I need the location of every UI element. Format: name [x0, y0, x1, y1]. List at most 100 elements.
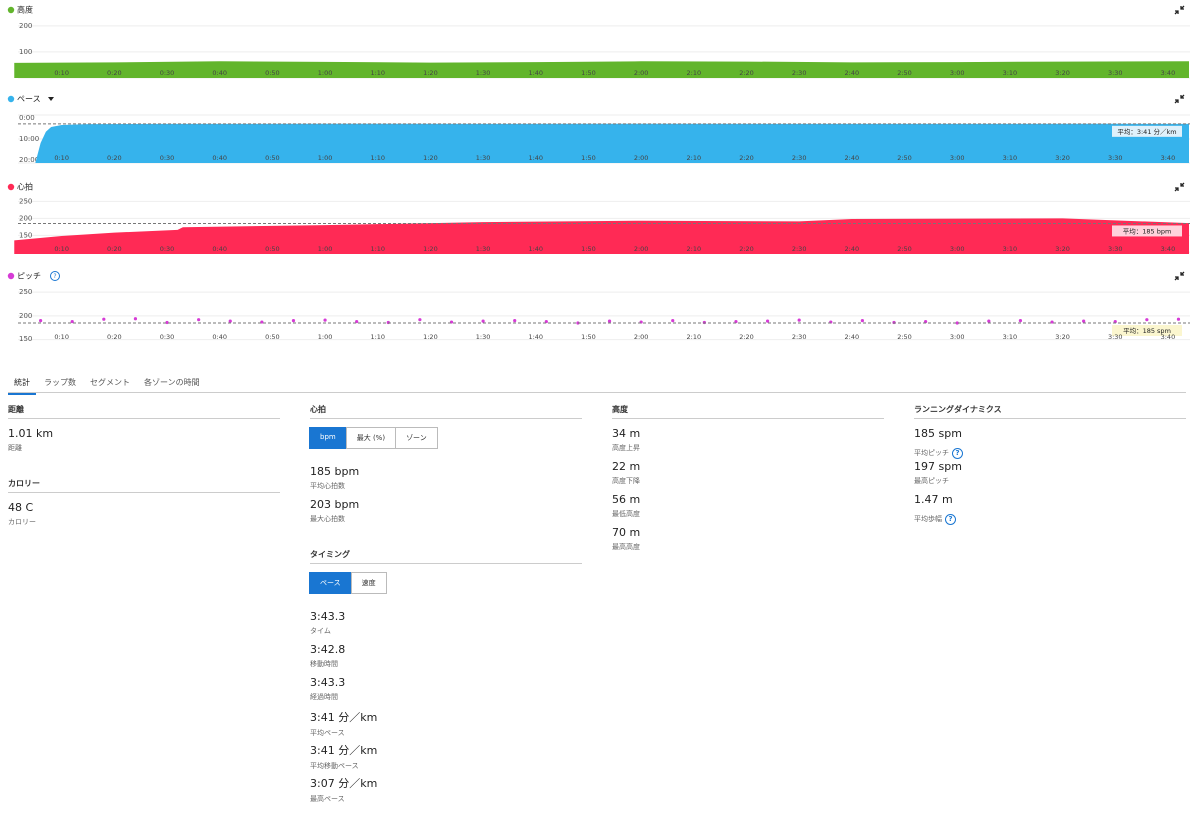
x-tick-label: 1:20: [423, 333, 438, 341]
x-tick-label: 1:30: [476, 69, 491, 77]
point: [323, 318, 327, 322]
section: ランニングダイナミクス 185 spm 平均ピッチ? 197 spm 最高ピッチ 1.47…: [914, 404, 1186, 526]
x-tick-label: 2:50: [897, 245, 912, 253]
x-tick-label: 3:20: [1055, 333, 1070, 341]
stat: 3:43.3 経過時間: [310, 676, 582, 709]
expand-icon: [1174, 5, 1185, 15]
tab[interactable]: 各ゾーンの時間: [144, 378, 200, 387]
x-tick-label: 2:40: [845, 333, 860, 341]
point: [1176, 317, 1181, 321]
tab[interactable]: セグメント: [90, 378, 130, 387]
x-tick-label: 1:00: [318, 69, 333, 77]
x-tick-label: 2:30: [792, 245, 807, 253]
x-tick-label: 2:20: [739, 333, 754, 341]
x-tick-label: 2:40: [845, 245, 860, 253]
x-tick-label: 2:10: [687, 154, 702, 162]
point: [860, 319, 864, 323]
stat-value: 3:42.8: [310, 643, 346, 656]
stat: 3:41 分／km 平均ペース: [310, 709, 582, 742]
toggle[interactable]: bpm: [309, 427, 347, 449]
stat-label: 最高ペース: [310, 795, 345, 803]
stat: 34 m 高度上昇: [612, 427, 884, 460]
y-tick-label: 20:00: [19, 156, 39, 164]
x-tick-label: 1:20: [423, 154, 438, 162]
stat-value: 185 bpm: [310, 465, 360, 478]
area: [14, 61, 1190, 78]
x-tick-label: 2:40: [845, 154, 860, 162]
expand-icon: [1174, 182, 1185, 192]
x-tick-label: 3:10: [1003, 154, 1018, 162]
toggle[interactable]: ゾーン: [395, 427, 438, 449]
stat-value: 70 m: [612, 526, 641, 539]
x-tick-label: 0:20: [107, 69, 122, 77]
x-tick-label: 0:30: [160, 69, 175, 77]
x-tick-label: 0:10: [54, 154, 69, 162]
x-tick-label: 0:10: [54, 69, 69, 77]
point: [1018, 319, 1023, 323]
area: [14, 218, 1190, 254]
x-tick-label: 3:40: [1161, 333, 1176, 341]
stat: 3:43.3 タイム: [310, 610, 582, 643]
x-tick-label: 2:00: [634, 245, 649, 253]
x-tick-label: 0:50: [265, 154, 280, 162]
stat-value: 3:43.3: [310, 676, 346, 689]
tab[interactable]: ラップ数: [44, 378, 76, 387]
toggle[interactable]: ペース: [309, 572, 352, 594]
x-tick-label: 2:00: [634, 69, 649, 77]
x-tick-label: 3:40: [1161, 154, 1176, 162]
x-tick-label: 1:40: [528, 154, 543, 162]
stat-label: 平均移動ペース: [310, 762, 359, 770]
x-tick-label: 2:50: [897, 333, 912, 341]
legend-dot: [7, 272, 15, 280]
x-tick-label: 3:20: [1055, 69, 1070, 77]
x-tick-label: 2:50: [897, 69, 912, 77]
average-label-bg: [1112, 325, 1182, 336]
point: [133, 317, 138, 321]
charts: 高度01002000:100:200:300:400:501:001:101:2…: [7, 5, 1190, 343]
x-tick-label: 3:00: [950, 245, 965, 253]
y-tick-label: 100: [19, 48, 32, 56]
x-tick-label: 1:30: [476, 245, 491, 253]
expand-icon: [1174, 94, 1185, 104]
area: [35, 123, 1190, 163]
section-title: 高度: [612, 404, 884, 419]
section-title: 距離: [8, 404, 280, 419]
y-tick-label: 150: [19, 335, 32, 343]
toggle[interactable]: 最大 (%): [345, 427, 397, 449]
x-tick-label: 2:20: [739, 69, 754, 77]
point: [671, 319, 675, 323]
x-tick-label: 2:20: [739, 154, 754, 162]
x-tick-label: 1:40: [528, 333, 543, 341]
point: [39, 319, 43, 323]
point: [1082, 319, 1086, 323]
x-tick-label: 3:10: [1003, 69, 1018, 77]
toggle-group[interactable]: ペース 速度: [309, 572, 582, 594]
point: [355, 319, 359, 324]
average-label-bg: [1112, 225, 1182, 237]
x-tick-label: 0:50: [265, 245, 280, 253]
stat-label: 平均ピッチ: [914, 449, 949, 457]
stat: 48 C カロリー: [8, 501, 280, 534]
point: [70, 319, 74, 324]
toggle[interactable]: 速度: [350, 572, 387, 594]
x-tick-label: 1:10: [370, 154, 385, 162]
stat-value: 203 bpm: [310, 498, 360, 511]
section: カロリー 48 C カロリー: [8, 478, 280, 534]
tab[interactable]: 統計: [8, 374, 36, 395]
stat-label: 最高高度: [612, 543, 640, 551]
stat-value: 1.47 m: [914, 493, 953, 506]
x-tick-label: 1:30: [476, 333, 491, 341]
toggle-group[interactable]: bpm 最大 (%) ゾーン: [309, 427, 582, 449]
section: タイミング ペース 速度 3:43.3 タイム 3:42.8 移動時間 3:43.3 経過時間 3…: [309, 549, 582, 808]
stat-label: 最低高度: [612, 510, 640, 518]
section: 高度 34 m 高度上昇 22 m 高度下降 56 m 最低高度 70 m 最高高度: [612, 404, 884, 559]
x-tick-label: 2:10: [687, 69, 702, 77]
x-tick-label: 2:10: [687, 333, 702, 341]
stat: 1.01 km 距離: [8, 427, 280, 460]
stat-label: 平均心拍数: [310, 482, 345, 490]
stat: 56 m 最低高度: [612, 493, 884, 526]
x-tick-label: 1:00: [318, 333, 333, 341]
stat-value: 3:41 分／km: [310, 711, 378, 724]
stat: 3:42.8 移動時間: [310, 643, 582, 676]
x-tick-label: 2:00: [634, 333, 649, 341]
